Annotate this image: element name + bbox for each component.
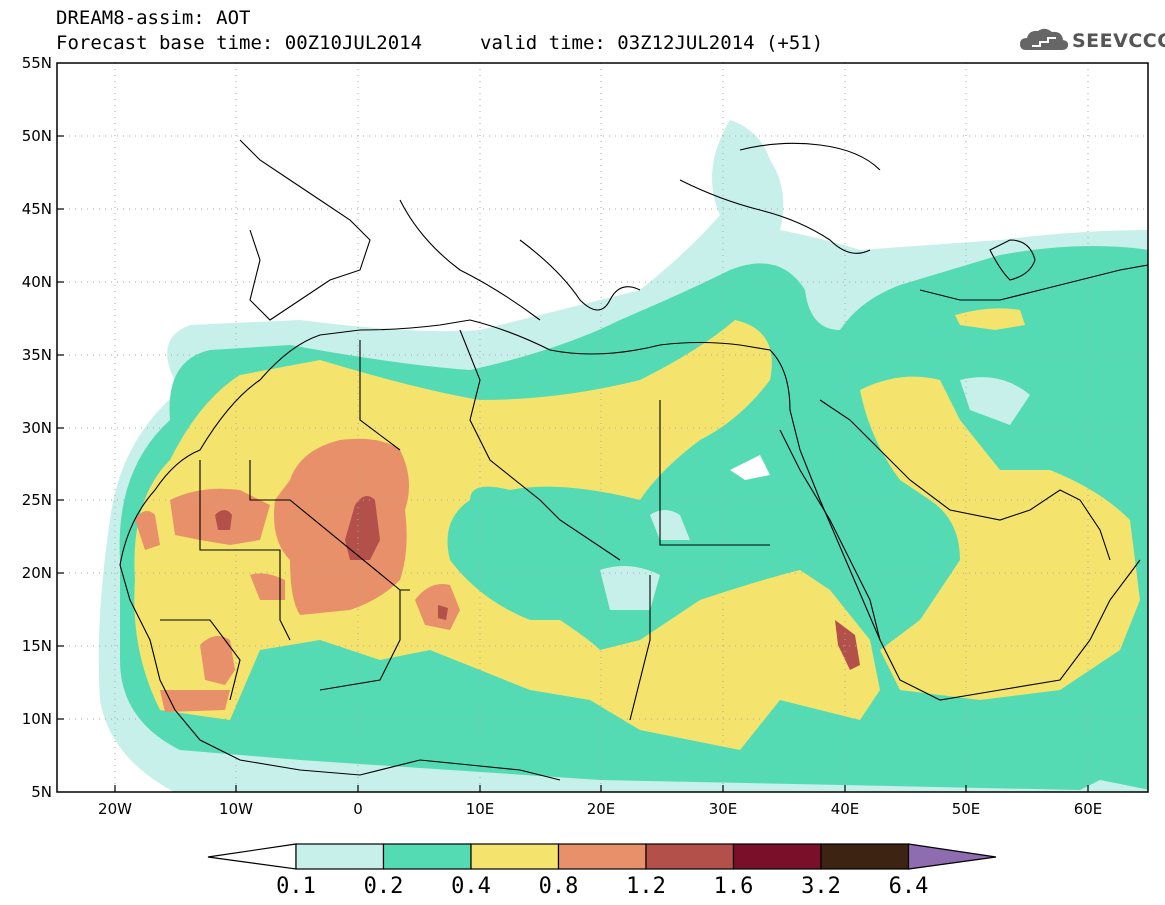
colorbar: [207, 843, 997, 870]
colorbar-segment: [382, 843, 472, 870]
lat-label: 45N: [22, 200, 52, 218]
aot-contour-1.2-niger: [438, 605, 448, 620]
seevccc-logo: SEEVCCC: [1018, 26, 1165, 56]
lon-label: 20W: [98, 800, 132, 818]
lat-label: 20N: [22, 564, 52, 582]
lat-label: 50N: [22, 127, 52, 145]
colorbar-label: 0.2: [364, 874, 404, 899]
lon-label: 40E: [831, 800, 860, 818]
lat-label: 15N: [22, 637, 52, 655]
colorbar-segment: [645, 843, 735, 870]
lat-label: 40N: [22, 273, 52, 291]
lon-label: 60E: [1074, 800, 1103, 818]
aot-contour-0.8-west: [135, 511, 160, 550]
forecast-base-time: Forecast base time: 00Z10JUL2014: [56, 32, 423, 54]
aot-contour-0.8-niger: [415, 584, 460, 630]
lon-label: 10E: [466, 800, 495, 818]
colorbar-label: 3.2: [801, 874, 841, 899]
lat-label: 25N: [22, 491, 52, 509]
colorbar-segment: [732, 843, 822, 870]
colorbar-label: 6.4: [889, 874, 929, 899]
aot-contour-0.8-gambia: [160, 690, 230, 712]
cloud-icon: [1020, 28, 1069, 50]
lon-label: 0: [353, 800, 363, 818]
aot-contour-1.2-west: [215, 510, 232, 530]
lon-label: 50E: [952, 800, 981, 818]
aot-contour-0.8: [274, 438, 409, 615]
axis-ticks: [57, 135, 1089, 792]
aot-contour-1.2: [345, 496, 380, 560]
colorbar-low-arrow: [207, 843, 297, 870]
aot-contour-0.8-mali: [250, 573, 285, 600]
colorbar-segment: [557, 843, 647, 870]
lat-label: 35N: [22, 346, 52, 364]
lon-label: 30E: [709, 800, 738, 818]
colorbar-label: 0.8: [539, 874, 579, 899]
coastlines: [119, 139, 1148, 781]
aot-contours: [98, 120, 1148, 792]
lat-label: 30N: [22, 419, 52, 437]
colorbar-segment: [295, 843, 385, 870]
lat-labels: 55N 50N 45N 40N 35N 30N 25N 20N 15N 10N …: [22, 54, 52, 801]
valid-time: valid time: 03Z12JUL2014 (+51): [480, 32, 824, 54]
lat-label: 55N: [22, 54, 52, 72]
aot-clear-chad: [600, 566, 660, 610]
lat-label: 10N: [22, 710, 52, 728]
colorbar-segment: [470, 843, 560, 870]
lon-label: 10W: [219, 800, 253, 818]
colorbar-label: 1.6: [714, 874, 754, 899]
colorbar-label: 0.4: [451, 874, 491, 899]
aot-contour-0.4-arabia: [860, 376, 1140, 700]
lon-labels: 20W 10W 0 10E 20E 30E 40E 50E 60E: [98, 800, 1102, 818]
colorbar-high-arrow: [907, 843, 997, 870]
colorbar-segment: [820, 843, 910, 870]
aot-clear-egypt: [730, 455, 770, 480]
aot-contour-1.2-red-sea: [835, 620, 860, 670]
lat-label: 5N: [31, 783, 52, 801]
aot-contour-0.4-caspian: [955, 308, 1025, 330]
aot-contour-0.8-senegal: [200, 636, 235, 685]
colorbar-label: 1.2: [626, 874, 666, 899]
lon-label: 20E: [587, 800, 616, 818]
colorbar-label: 0.1: [276, 874, 316, 899]
aot-clear-iran: [960, 377, 1030, 425]
logo-text: SEEVCCC: [1072, 30, 1165, 52]
colorbar-labels: 0.1 0.2 0.4 0.8 1.2 1.6 3.2 6.4: [276, 874, 928, 899]
map-title: DREAM8-assim: AOT: [56, 7, 251, 29]
